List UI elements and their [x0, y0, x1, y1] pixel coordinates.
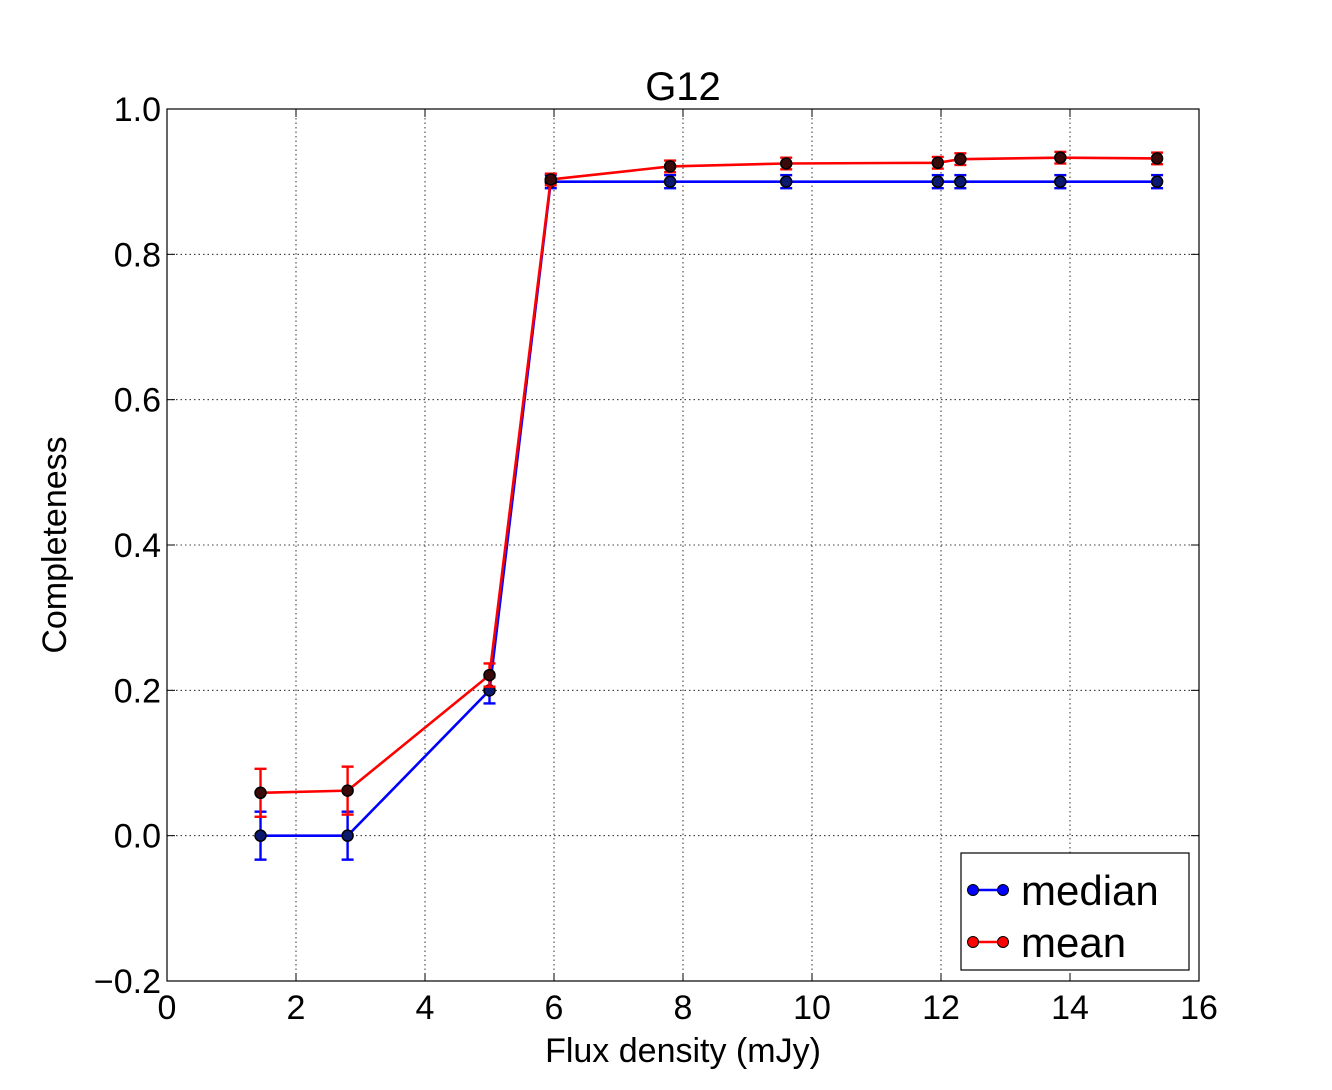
- data-point-mean: [1150, 152, 1164, 165]
- data-point-median: [779, 175, 793, 188]
- legend-marker-mean: [967, 936, 979, 948]
- y-tick-label: 0.2: [114, 672, 161, 710]
- y-tick-label: 0.6: [114, 382, 161, 420]
- x-tick-label: 2: [287, 989, 306, 1027]
- data-point-mean: [341, 784, 354, 797]
- x-tick-label: 12: [922, 989, 960, 1027]
- y-tick-label: 0.0: [114, 818, 161, 856]
- legend: median mean: [960, 852, 1190, 971]
- chart-title: G12: [645, 65, 721, 109]
- data-point-median: [341, 829, 354, 842]
- data-point-median: [954, 175, 967, 188]
- axis-ticks: 0 2 4 6 8 10 12 14 16 −0.2 0.0 0.2 0.4 0.6 0.8 1.0: [94, 91, 1218, 1027]
- y-tick-label: 0.4: [114, 527, 161, 565]
- data-point-mean: [954, 152, 967, 166]
- x-tick-label: 10: [793, 989, 831, 1027]
- y-axis-label: Completeness: [36, 436, 74, 653]
- x-tick-label: 6: [545, 989, 564, 1027]
- data-point-mean: [254, 786, 267, 800]
- series-mean: [254, 150, 1164, 818]
- x-tick-label: 4: [416, 989, 435, 1027]
- y-tick-label: −0.2: [94, 963, 161, 1001]
- x-tick-label: 16: [1180, 989, 1218, 1027]
- data-point-median: [931, 175, 945, 188]
- data-point-mean: [1054, 151, 1067, 164]
- legend-marker-mean: [997, 936, 1009, 948]
- data-point-mean: [544, 173, 558, 186]
- data-point-mean: [663, 160, 677, 173]
- data-point-mean: [483, 668, 496, 682]
- data-point-mean: [779, 157, 793, 170]
- data-point-median: [663, 175, 677, 188]
- x-tick-label: 8: [674, 989, 693, 1027]
- legend-label-mean: mean: [1021, 919, 1126, 966]
- legend-marker-median: [967, 884, 979, 896]
- y-tick-label: 0.8: [114, 236, 161, 274]
- data-point-mean: [931, 156, 945, 170]
- legend-marker-median: [997, 884, 1009, 896]
- series-line-mean: [260, 156, 1158, 795]
- x-tick-label: 0: [158, 989, 177, 1027]
- legend-box: [960, 852, 1190, 971]
- series-line-median: [260, 180, 1158, 837]
- legend-label-median: median: [1021, 867, 1159, 914]
- data-point-median: [254, 829, 267, 842]
- x-tick-label: 14: [1051, 989, 1089, 1027]
- data-point-median: [1150, 175, 1164, 188]
- series-layer: [254, 150, 1164, 861]
- data-point-median: [1054, 175, 1067, 188]
- x-axis-label: Flux density (mJy): [545, 1032, 821, 1070]
- y-tick-label: 1.0: [114, 91, 161, 129]
